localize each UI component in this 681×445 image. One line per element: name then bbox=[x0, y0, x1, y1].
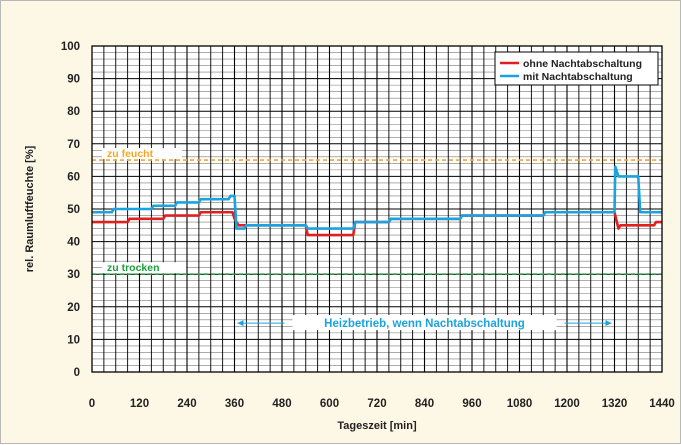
series-line-ohne bbox=[92, 210, 662, 237]
x-tick-label: 960 bbox=[462, 398, 481, 410]
legend-box bbox=[494, 51, 659, 86]
x-tick-label: 600 bbox=[320, 398, 339, 410]
x-tick-label: 360 bbox=[225, 398, 244, 410]
heating-annotation: Heizbetrieb, wenn Nachtabschaltung bbox=[237, 315, 612, 331]
y-tick-label: 100 bbox=[61, 41, 80, 53]
annotation-arrowhead-right bbox=[605, 320, 612, 327]
y-tick-label: 40 bbox=[67, 237, 80, 249]
x-tick-label: 1320 bbox=[602, 398, 628, 410]
y-tick-label: 20 bbox=[67, 302, 80, 314]
major-gridlines bbox=[92, 46, 662, 372]
threshold-label: zu feucht bbox=[107, 148, 154, 160]
x-tick-label: 1440 bbox=[649, 398, 675, 410]
y-tick-label: 30 bbox=[67, 269, 80, 281]
y-tick-label: 70 bbox=[67, 139, 80, 151]
threshold-label: zu trocken bbox=[107, 262, 160, 274]
series-line-mit bbox=[92, 165, 662, 230]
legend-entry: ohne Nachtabschaltung bbox=[523, 58, 642, 70]
x-tick-label: 1080 bbox=[507, 398, 533, 410]
x-tick-label: 0 bbox=[89, 398, 95, 410]
x-tick-label: 1200 bbox=[554, 398, 580, 410]
y-tick-label: 60 bbox=[67, 171, 80, 183]
y-tick-label: 90 bbox=[67, 74, 80, 86]
x-tick-label: 840 bbox=[415, 398, 434, 410]
y-tick-label: 10 bbox=[67, 334, 80, 346]
x-tick-label: 120 bbox=[130, 398, 149, 410]
annotation-label-bg bbox=[292, 315, 557, 331]
threshold-label-bg bbox=[102, 262, 186, 274]
plot-border-rect bbox=[91, 45, 663, 373]
threshold-label-bg bbox=[102, 148, 182, 160]
y-tick-label: 50 bbox=[67, 204, 80, 216]
threshold-lines: zu feucht zu trocken bbox=[92, 148, 662, 276]
x-tick-label: 720 bbox=[367, 398, 386, 410]
y-tick-label: 80 bbox=[67, 106, 80, 118]
y-axis-label: rel. Raumluftfeuchte [%] bbox=[24, 145, 36, 272]
x-tick-label: 480 bbox=[272, 398, 291, 410]
axis-labels: Tageszeit [min] rel. Raumluftfeuchte [%] bbox=[24, 145, 417, 432]
annotation-label: Heizbetrieb, wenn Nachtabschaltung bbox=[324, 318, 525, 330]
plot-border bbox=[91, 45, 663, 373]
annotation-arrowhead-left bbox=[237, 320, 244, 327]
series-lines bbox=[92, 165, 662, 237]
x-tick-label: 240 bbox=[177, 398, 196, 410]
x-tick-labels: 0 120 240 360 480 600 720 840 960 1080 1200 1320 144… bbox=[89, 398, 675, 410]
legend-entry: mit Nachtabschaltung bbox=[523, 71, 633, 83]
y-tick-label: 0 bbox=[74, 367, 80, 379]
y-tick-labels: 0 10 20 30 40 50 60 70 80 90 100 bbox=[61, 41, 80, 379]
x-axis-label: Tageszeit [min] bbox=[337, 420, 417, 432]
